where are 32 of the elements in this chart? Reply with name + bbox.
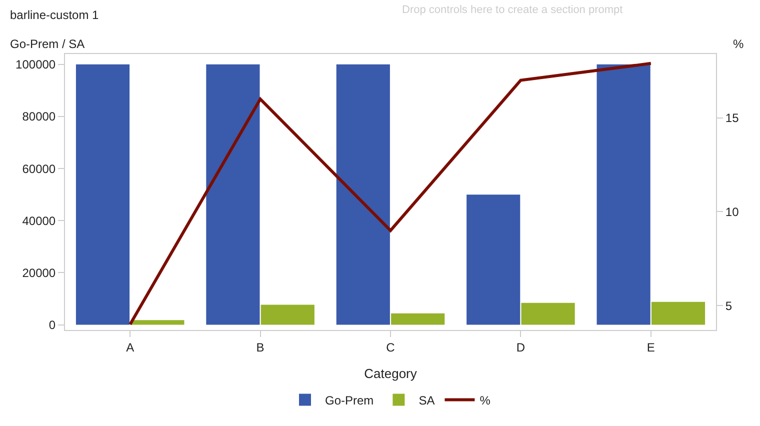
y-axis-title: Go-Prem / SA — [10, 37, 85, 51]
bar — [596, 64, 650, 325]
bar — [130, 320, 184, 325]
bar — [76, 64, 130, 325]
x-tick-label: A — [126, 340, 134, 354]
bar — [206, 64, 260, 325]
y2-tick-label: 5 — [725, 298, 732, 313]
y2-axis-title: % — [733, 37, 744, 51]
y2-tick-label: 15 — [725, 111, 740, 126]
bar — [260, 304, 314, 325]
y-tick-label: 40000 — [22, 214, 56, 228]
x-tick-label: C — [386, 340, 396, 354]
legend-label: Go-Prem — [325, 393, 374, 408]
bar — [651, 302, 706, 325]
chart-title: barline-custom 1 — [10, 8, 100, 22]
y-tick-label: 20000 — [22, 266, 56, 280]
legend-label: SA — [418, 393, 435, 408]
bar — [466, 194, 520, 325]
y-tick-label: 80000 — [22, 110, 56, 124]
bar — [391, 313, 445, 325]
y2-tick-label: 10 — [725, 204, 740, 219]
line-series — [128, 62, 652, 326]
x-tick-label: D — [516, 340, 526, 354]
y-tick-label: 60000 — [22, 162, 56, 176]
x-tick-label: B — [256, 340, 264, 354]
y-tick-label: 100000 — [16, 58, 56, 72]
x-axis-title: Category — [364, 366, 418, 381]
bar — [336, 64, 390, 325]
bar — [521, 302, 575, 325]
x-tick-label: E — [646, 340, 655, 354]
y-tick-label: 0 — [48, 318, 56, 332]
legend-label: % — [480, 393, 491, 408]
